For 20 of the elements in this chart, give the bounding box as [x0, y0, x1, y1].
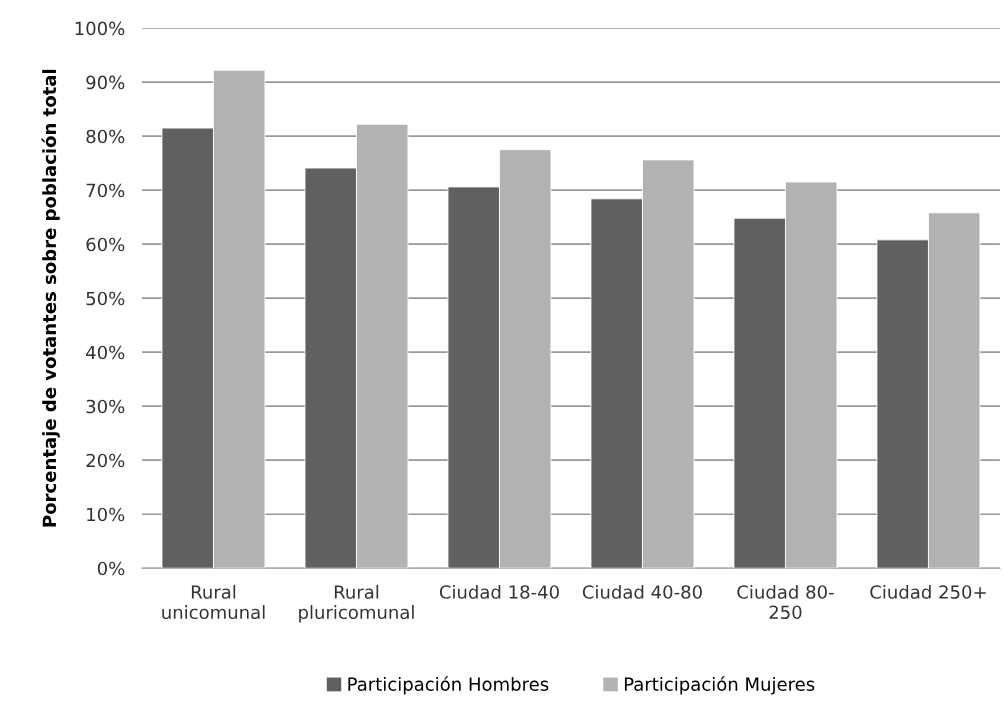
- y-axis-title: Porcentaje de votantes sobre población total: [41, 69, 60, 527]
- y-tick-label: 20%: [86, 453, 125, 468]
- y-tick-label: 70%: [86, 183, 125, 198]
- x-tick-label: Rural pluricomunal: [299, 584, 414, 623]
- y-tick-label: 80%: [86, 129, 125, 144]
- x-tick-label: Ciudad 80- 250: [737, 584, 834, 620]
- x-tick-label: Ciudad 40-80: [582, 584, 702, 599]
- y-tick-label: 0%: [97, 561, 125, 576]
- y-tick-label: 40%: [86, 345, 125, 360]
- y-tick-label: 90%: [86, 75, 125, 90]
- x-tick-label: Ciudad 250+: [870, 584, 986, 599]
- y-tick-label: 60%: [86, 237, 125, 252]
- y-tick-label: 30%: [86, 399, 125, 414]
- x-tick-label: Ciudad 18-40: [439, 584, 559, 599]
- y-tick-label: 50%: [86, 291, 125, 306]
- x-tick-label: Rural unicomunal: [162, 584, 265, 620]
- legend-label: Participación Hombres: [348, 676, 549, 695]
- legend-label: Participación Mujeres: [624, 676, 815, 695]
- y-tick-label: 10%: [87, 507, 125, 522]
- y-tick-label: 100%: [75, 21, 125, 36]
